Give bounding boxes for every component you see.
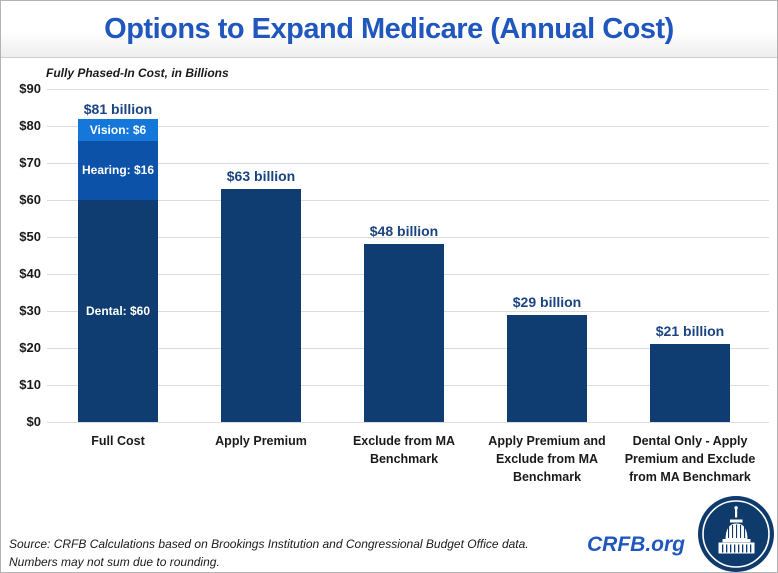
title-band: Options to Expand Medicare (Annual Cost) xyxy=(1,1,777,58)
bar-full-cost: Dental: $60 Hearing: $16 Vision: $6 xyxy=(78,118,158,422)
y-tick-label-40: $40 xyxy=(19,266,41,281)
category-label-exclude-from-ma-benchmark: Exclude from MA Benchmark xyxy=(352,434,456,467)
y-tick-label-20: $20 xyxy=(19,340,41,355)
bar-exclude-from-ma-benchmark xyxy=(364,244,444,422)
gridline-90 xyxy=(47,89,769,90)
bar-value-label-dental-only-apply-premium-and-exclude-from-ma-benchmark: $21 billion xyxy=(655,323,725,340)
y-tick-label-10: $10 xyxy=(19,377,41,392)
bar-apply-premium xyxy=(221,188,301,422)
page-title: Options to Expand Medicare (Annual Cost) xyxy=(104,12,674,45)
bar-value-label-apply-premium: $63 billion xyxy=(226,167,296,184)
bar-value-label-apply-premium-and-exclude-from-ma-benchmark: $29 billion xyxy=(512,293,582,310)
y-tick-label-0: $0 xyxy=(26,414,41,429)
bar-apply-premium-and-exclude-from-ma-benchmark xyxy=(507,314,587,422)
gridline-0 xyxy=(47,422,769,423)
source-note-line2: Numbers may not sum due to rounding. xyxy=(9,555,220,569)
category-label-dental-only-apply-premium-and-exclude-from-ma-benchmark: Dental Only - Apply Premium and Exclude … xyxy=(624,434,756,485)
chart-subtitle: Fully Phased-In Cost, in Billions xyxy=(46,66,229,80)
bar-segment-dental: Dental: $60 xyxy=(78,199,158,422)
y-tick-label-60: $60 xyxy=(19,192,41,207)
y-tick-label-90: $90 xyxy=(19,81,41,96)
gridline-60 xyxy=(47,200,769,201)
segment-label-hearing: Hearing: $16 xyxy=(81,163,155,178)
y-tick-label-70: $70 xyxy=(19,155,41,170)
bar-dental-only-apply-premium-and-exclude-from-ma-benchmark xyxy=(650,344,730,422)
category-label-full-cost: Full Cost xyxy=(91,434,145,448)
gridline-70 xyxy=(47,163,769,164)
bar-value-label-exclude-from-ma-benchmark: $48 billion xyxy=(369,223,439,240)
y-tick-label-80: $80 xyxy=(19,118,41,133)
segment-label-dental: Dental: $60 xyxy=(85,303,151,318)
y-tick-label-50: $50 xyxy=(19,229,41,244)
gridline-80 xyxy=(47,126,769,127)
bar-value-label-full-cost: $81 billion xyxy=(83,101,153,118)
segment-label-vision: Vision: $6 xyxy=(89,122,147,137)
source-note-line1: Source: CRFB Calculations based on Brook… xyxy=(9,537,529,551)
category-label-apply-premium-and-exclude-from-ma-benchmark: Apply Premium and Exclude from MA Benchm… xyxy=(488,434,606,485)
bar-segment-hearing: Hearing: $16 xyxy=(78,140,158,200)
y-tick-label-30: $30 xyxy=(19,303,41,318)
category-label-apply-premium: Apply Premium xyxy=(215,434,307,448)
capitol-building-icon xyxy=(697,495,775,572)
crfb-org-brand: CRFB.org xyxy=(587,533,685,556)
gridline-50 xyxy=(47,237,769,238)
bar-segment-vision: Vision: $6 xyxy=(78,118,158,141)
